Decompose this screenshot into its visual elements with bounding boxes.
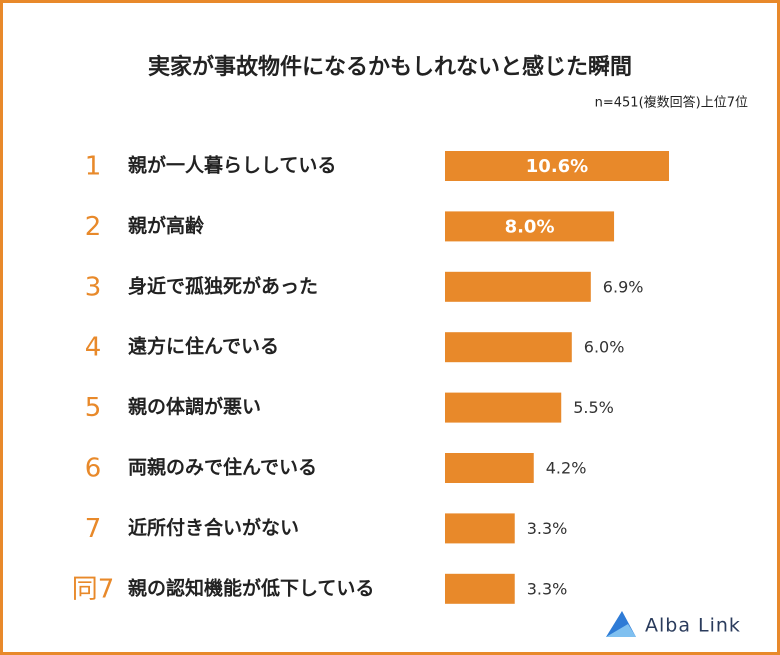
bar [445, 271, 591, 302]
rank-label: 1 [85, 152, 102, 182]
chart-title: 実家が事故物件になるかもしれないと感じた瞬間 [148, 54, 632, 80]
value-label: 6.0% [584, 338, 625, 357]
rank-label: 4 [85, 333, 102, 363]
logo: Alba Link [606, 611, 741, 637]
value-label: 3.3% [527, 579, 568, 598]
bar [445, 211, 615, 242]
category-label: 親の認知機能が低下している [128, 576, 374, 599]
category-label: 両親のみで住んでいる [128, 456, 317, 479]
logo-icon-part [606, 624, 636, 637]
value-label: 5.5% [573, 398, 614, 417]
rank-label: 3 [85, 272, 102, 302]
value-label: 4.2% [546, 459, 587, 478]
rank-label: 同7 [72, 574, 115, 604]
bar [445, 151, 669, 181]
rank-label: 2 [85, 212, 102, 242]
rank-label: 7 [85, 514, 102, 544]
bar [445, 392, 562, 423]
category-label: 親が一人暮らししている [128, 154, 336, 177]
rank-label: 6 [85, 454, 102, 484]
category-label: 近所付き合いがない [128, 516, 299, 539]
rank-label: 5 [85, 393, 102, 423]
value-label: 8.0% [505, 216, 555, 237]
value-label: 6.9% [603, 277, 644, 296]
category-label: 遠方に住んでいる [128, 335, 279, 358]
bar [445, 573, 515, 604]
logo-text: Alba Link [645, 615, 741, 637]
category-label: 身近で孤独死があった [128, 274, 318, 297]
category-label: 親が高齢 [128, 214, 205, 237]
value-label: 10.6% [526, 156, 588, 177]
bar [445, 453, 534, 483]
bar [445, 332, 572, 363]
subtitle: n=451(複数回答)上位7位 [595, 95, 748, 111]
bar [445, 513, 515, 544]
category-label: 親の体調が悪い [128, 395, 261, 418]
value-label: 3.3% [527, 519, 568, 538]
